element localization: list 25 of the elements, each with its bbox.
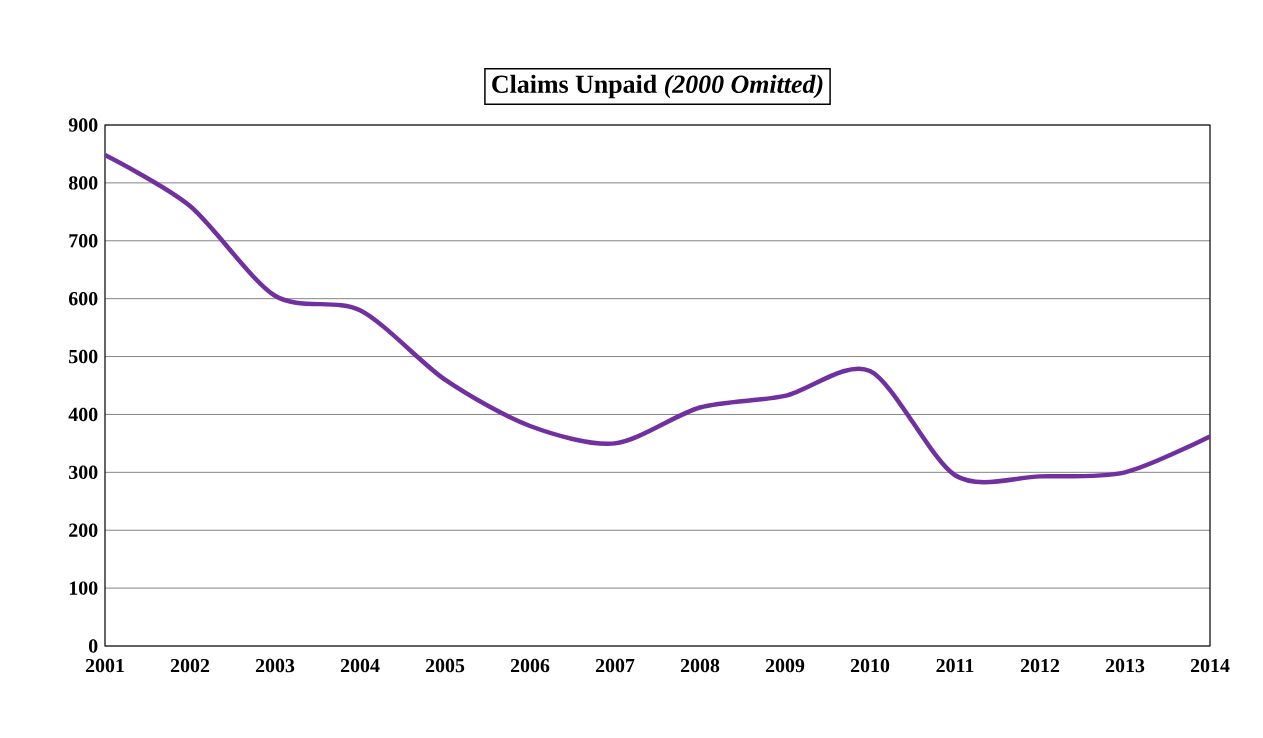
x-tick-label: 2011 (936, 658, 974, 673)
y-tick-label: 900 (68, 118, 98, 132)
x-tick-label: 2010 (850, 658, 890, 673)
y-tick-label: 300 (69, 465, 98, 480)
y-tick-label: 700 (69, 234, 98, 248)
x-tick-label: 2012 (1020, 658, 1060, 673)
x-tick-label: 2003 (255, 658, 295, 673)
chart-title: Claims Unpaid (2000 Omitted) (492, 74, 823, 99)
y-tick-label: 400 (68, 407, 98, 422)
x-tick-label: 2001 (85, 658, 124, 673)
x-tick-label: 2005 (425, 658, 465, 673)
y-tick-label: 600 (68, 291, 98, 306)
x-tick-label: 2008 (680, 658, 720, 673)
y-tick-label: 200 (69, 523, 98, 537)
x-tick-label: 2004 (340, 658, 380, 673)
x-tick-label: 2014 (1190, 658, 1230, 673)
x-tick-label: 2013 (1105, 658, 1145, 673)
y-tick-label: 100 (69, 581, 98, 595)
y-tick-label: 0 (88, 639, 98, 653)
y-tick-label: 800 (68, 176, 98, 190)
x-tick-label: 2007 (595, 658, 635, 673)
y-tick-label: 500 (69, 349, 98, 364)
x-tick-label: 2002 (170, 658, 210, 673)
x-tick-label: 2009 (765, 658, 805, 673)
x-tick-label: 2006 (510, 658, 550, 673)
